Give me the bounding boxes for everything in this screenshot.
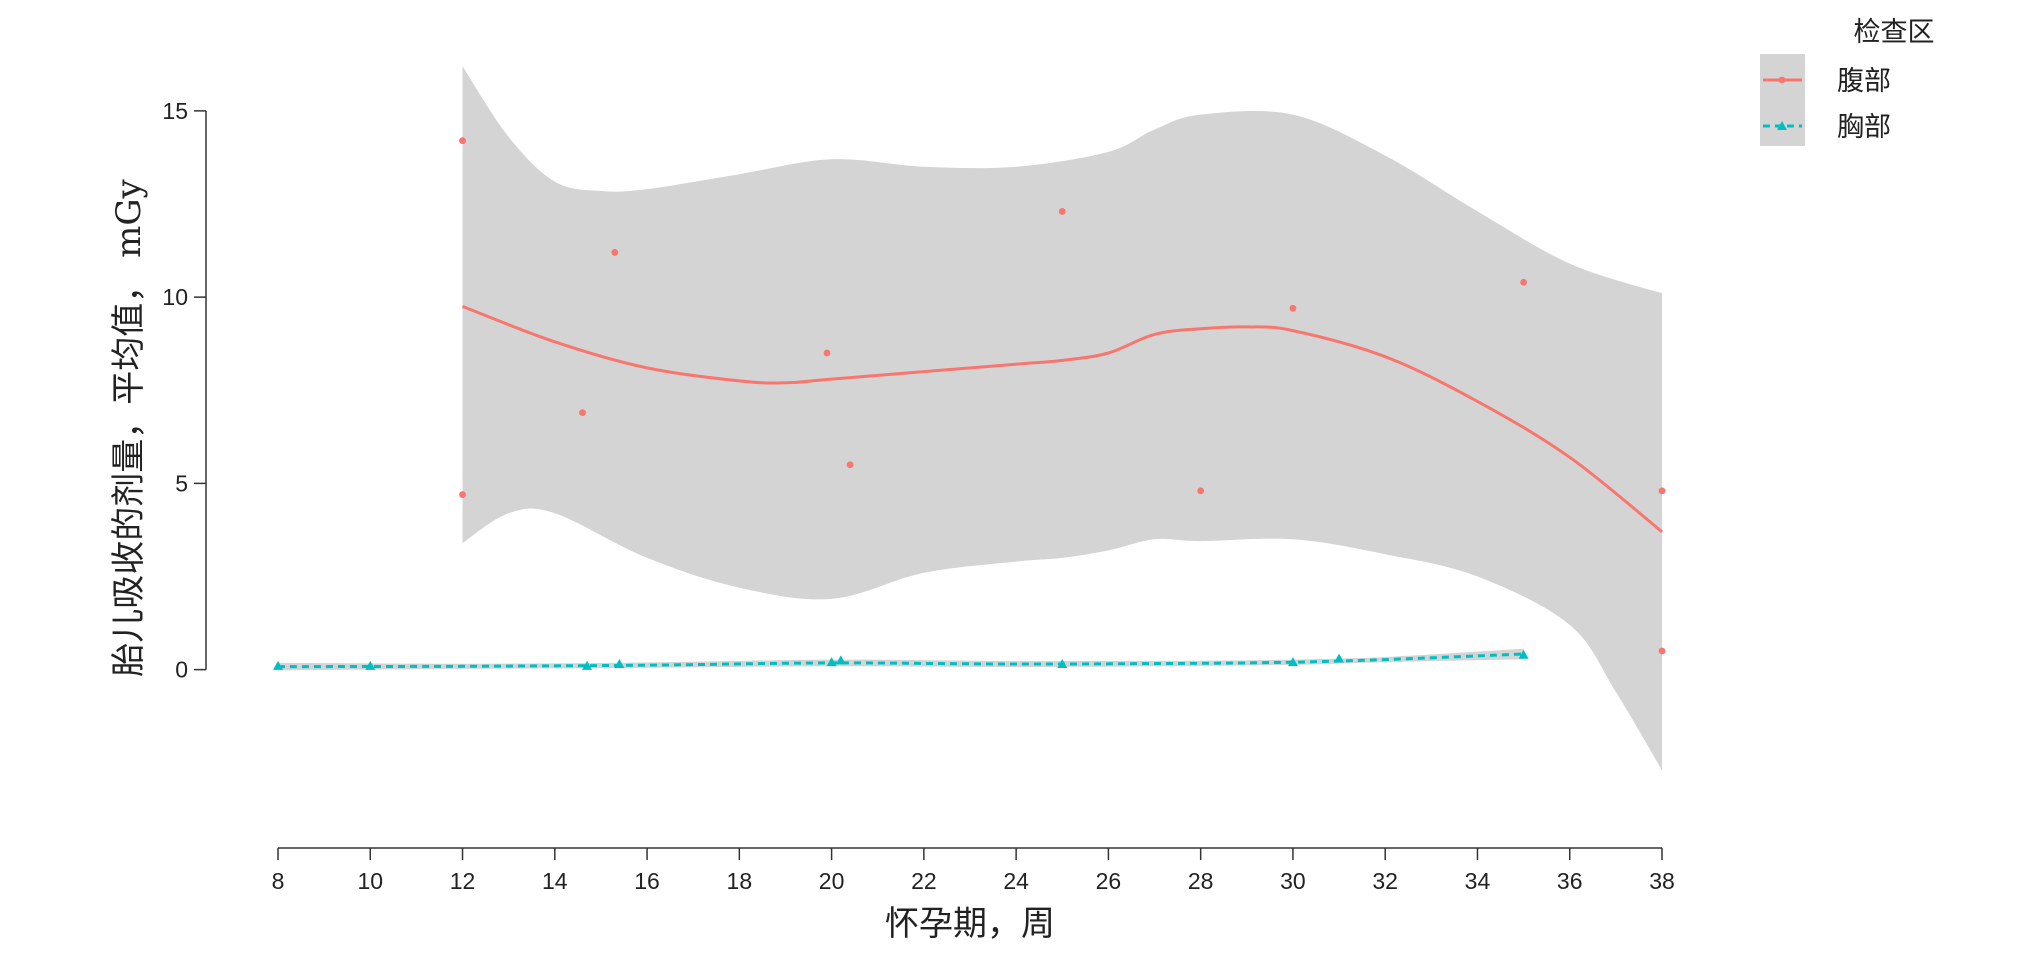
x-tick-label-14: 36 [1557,868,1583,894]
ci-band-0 [462,66,1662,771]
point-1-3 [614,659,625,669]
confidence-bands [278,66,1662,771]
x-tick-label-4: 16 [634,868,660,894]
legend-title: 检查区 [1854,17,1935,48]
y-tick-label-0: 0 [175,657,188,683]
legend-label-0: 腹部 [1837,66,1891,97]
x-tick-label-9: 26 [1096,868,1122,894]
point-0-1 [459,491,466,498]
axes: 0 5 10 15 8 10 12 14 16 18 20 22 24 26 28 30 32 34 36 38 [162,98,1674,894]
point-0-5 [846,461,854,469]
y-tick-label-2: 10 [162,284,188,310]
x-tick-label-3: 14 [542,868,568,894]
point-0-2 [579,409,586,416]
y-ticks: 0 5 10 15 [162,98,206,683]
point-1-8 [1334,653,1345,663]
point-1-2 [582,660,593,670]
point-1-4 [826,657,837,667]
point-1-6 [1057,659,1068,669]
point-0-9 [1520,278,1527,286]
point-1-9 [1518,649,1529,659]
point-0-3 [611,249,619,256]
x-tick-label-10: 28 [1188,868,1214,894]
x-tick-label-11: 30 [1280,868,1306,894]
smooth-line-0 [461,304,1663,533]
y-tick-label-3: 15 [162,98,188,124]
x-tick-label-15: 38 [1649,868,1675,894]
x-tick-label-1: 10 [357,868,383,894]
legend-key-marker-0 [1778,76,1786,84]
point-1-7 [1287,657,1298,667]
point-0-4 [823,349,831,357]
x-tick-label-6: 20 [819,868,845,894]
x-tick-label-5: 18 [727,868,753,894]
data-points [273,137,1666,670]
legend-key-marker-1 [1777,121,1787,130]
y-tick-label-1: 5 [175,470,188,496]
point-1-0 [273,660,283,670]
point-1-5 [835,655,846,665]
point-1-1 [365,660,376,670]
legend-key-background [1760,54,1805,146]
x-axis-title: 怀孕期，周 [885,904,1055,944]
point-0-11 [1658,647,1666,655]
point-0-8 [1289,304,1297,312]
x-tick-label-13: 34 [1465,868,1491,894]
ci-band-1 [278,648,1524,671]
x-tick-label-8: 24 [1003,868,1029,894]
point-0-0 [459,137,466,145]
x-ticks: 8 10 12 14 16 18 20 22 24 26 28 30 32 34 36 38 [272,848,1675,894]
point-0-6 [1058,208,1066,215]
x-tick-label-0: 8 [272,868,285,894]
x-tick-label-2: 12 [450,868,476,894]
point-0-10 [1658,487,1666,495]
point-0-7 [1197,487,1205,495]
x-tick-label-7: 22 [911,868,937,894]
legend-label-1: 胸部 [1837,112,1891,143]
x-tick-label-12: 32 [1372,868,1398,894]
y-axis-title: 胎儿吸收的剂量，平均值， mGy [109,179,149,677]
